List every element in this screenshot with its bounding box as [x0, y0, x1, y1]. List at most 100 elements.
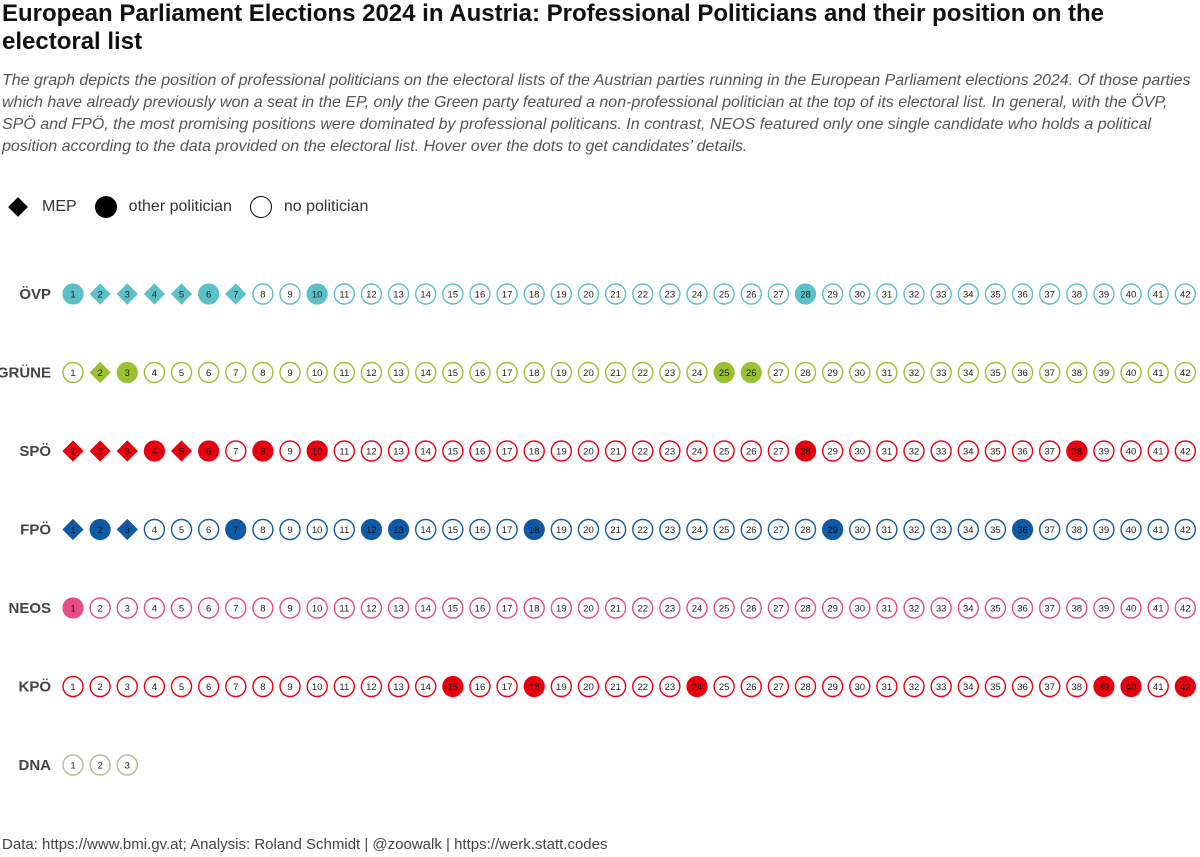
candidate-mark-spoe-4[interactable]: 4 — [143, 440, 165, 462]
candidate-mark-neos-39[interactable]: 39 — [1093, 597, 1115, 619]
non-politician-dot[interactable] — [686, 440, 708, 462]
non-politician-dot[interactable] — [496, 518, 518, 541]
candidate-mark-kpoe-20[interactable]: 20 — [577, 675, 600, 698]
candidate-mark-spoe-15[interactable]: 15 — [442, 440, 464, 462]
candidate-mark-spoe-28[interactable]: 28 — [794, 440, 817, 462]
non-politician-dot[interactable] — [1011, 283, 1034, 305]
non-politician-dot[interactable] — [225, 440, 247, 462]
non-politician-dot[interactable] — [659, 283, 681, 305]
candidate-mark-kpoe-37[interactable]: 37 — [1038, 675, 1061, 698]
politician-dot[interactable] — [62, 597, 84, 619]
mep-diamond[interactable] — [143, 283, 165, 305]
non-politician-dot[interactable] — [659, 361, 681, 384]
non-politician-dot[interactable] — [849, 675, 871, 698]
politician-dot[interactable] — [794, 283, 817, 305]
candidate-mark-dna-1[interactable]: 1 — [62, 754, 84, 776]
candidate-mark-neos-12[interactable]: 12 — [360, 597, 383, 619]
non-politician-dot[interactable] — [957, 361, 979, 384]
non-politician-dot[interactable] — [496, 675, 518, 698]
non-politician-dot[interactable] — [496, 597, 518, 619]
non-politician-dot[interactable] — [794, 518, 817, 541]
politician-dot[interactable] — [116, 361, 138, 384]
candidate-mark-fpoe-26[interactable]: 26 — [740, 518, 762, 541]
candidate-mark-neos-33[interactable]: 33 — [930, 597, 952, 619]
politician-dot[interactable] — [523, 518, 545, 541]
non-politician-dot[interactable] — [659, 440, 681, 462]
candidate-mark-fpoe-35[interactable]: 35 — [984, 518, 1007, 541]
non-politician-dot[interactable] — [62, 754, 84, 776]
candidate-mark-fpoe-14[interactable]: 14 — [414, 518, 437, 541]
candidate-mark-neos-41[interactable]: 41 — [1147, 597, 1169, 619]
candidate-mark-neos-36[interactable]: 36 — [1011, 597, 1034, 619]
candidate-mark-spoe-40[interactable]: 40 — [1120, 440, 1142, 462]
candidate-mark-spoe-22[interactable]: 22 — [632, 440, 654, 462]
non-politician-dot[interactable] — [903, 361, 925, 384]
politician-dot[interactable] — [143, 440, 165, 462]
non-politician-dot[interactable] — [523, 597, 545, 619]
candidate-mark-spoe-14[interactable]: 14 — [414, 440, 437, 462]
politician-dot[interactable] — [252, 440, 274, 462]
non-politician-dot[interactable] — [1174, 597, 1197, 619]
candidate-mark-fpoe-29[interactable]: 29 — [822, 518, 844, 541]
non-politician-dot[interactable] — [740, 518, 762, 541]
candidate-mark-kpoe-3[interactable]: 3 — [116, 675, 138, 698]
candidate-mark-spoe-42[interactable]: 42 — [1174, 440, 1197, 462]
politician-dot[interactable] — [198, 283, 220, 305]
candidate-mark-fpoe-1[interactable]: 1 — [62, 518, 84, 541]
politician-dot[interactable] — [225, 518, 247, 541]
non-politician-dot[interactable] — [767, 440, 790, 462]
candidate-mark-kpoe-16[interactable]: 16 — [469, 675, 491, 698]
politician-dot[interactable] — [822, 518, 844, 541]
candidate-mark-kpoe-4[interactable]: 4 — [143, 675, 166, 698]
non-politician-dot[interactable] — [713, 597, 735, 619]
non-politician-dot[interactable] — [686, 283, 708, 305]
candidate-mark-fpoe-21[interactable]: 21 — [604, 518, 627, 541]
non-politician-dot[interactable] — [577, 440, 600, 462]
non-politician-dot[interactable] — [469, 440, 491, 462]
non-politician-dot[interactable] — [1120, 597, 1142, 619]
non-politician-dot[interactable] — [577, 283, 600, 305]
candidate-mark-fpoe-30[interactable]: 30 — [849, 518, 871, 541]
candidate-mark-spoe-5[interactable]: 5 — [170, 440, 193, 462]
non-politician-dot[interactable] — [252, 361, 274, 384]
candidate-mark-oevp-37[interactable]: 37 — [1038, 283, 1061, 305]
non-politician-dot[interactable] — [957, 518, 979, 541]
non-politician-dot[interactable] — [442, 440, 464, 462]
non-politician-dot[interactable] — [632, 361, 654, 384]
mep-diamond[interactable] — [116, 440, 138, 462]
non-politician-dot[interactable] — [930, 518, 952, 541]
mep-diamond[interactable] — [89, 283, 111, 305]
non-politician-dot[interactable] — [632, 597, 654, 619]
candidate-mark-fpoe-31[interactable]: 31 — [876, 518, 898, 541]
candidate-mark-spoe-13[interactable]: 13 — [387, 440, 410, 462]
candidate-mark-neos-14[interactable]: 14 — [414, 597, 437, 619]
candidate-mark-oevp-13[interactable]: 13 — [387, 283, 410, 305]
non-politician-dot[interactable] — [713, 440, 735, 462]
non-politician-dot[interactable] — [1066, 283, 1088, 305]
non-politician-dot[interactable] — [252, 518, 274, 541]
candidate-mark-gruene-3[interactable]: 3 — [116, 361, 138, 384]
candidate-mark-gruene-6[interactable]: 6 — [197, 361, 220, 384]
candidate-mark-kpoe-41[interactable]: 41 — [1147, 675, 1169, 698]
non-politician-dot[interactable] — [89, 675, 111, 698]
candidate-mark-kpoe-1[interactable]: 1 — [62, 675, 84, 698]
non-politician-dot[interactable] — [604, 518, 627, 541]
non-politician-dot[interactable] — [360, 440, 383, 462]
non-politician-dot[interactable] — [1093, 361, 1115, 384]
candidate-mark-neos-3[interactable]: 3 — [116, 597, 138, 619]
candidate-mark-spoe-10[interactable]: 10 — [306, 440, 328, 462]
candidate-mark-gruene-24[interactable]: 24 — [686, 361, 708, 384]
candidate-mark-neos-34[interactable]: 34 — [957, 597, 979, 619]
politician-dot[interactable] — [360, 518, 383, 541]
non-politician-dot[interactable] — [496, 440, 518, 462]
candidate-mark-gruene-13[interactable]: 13 — [387, 361, 410, 384]
candidate-mark-oevp-4[interactable]: 4 — [143, 283, 165, 305]
candidate-mark-fpoe-39[interactable]: 39 — [1093, 518, 1115, 541]
non-politician-dot[interactable] — [225, 361, 247, 384]
non-politician-dot[interactable] — [1011, 361, 1034, 384]
candidate-mark-oevp-39[interactable]: 39 — [1093, 283, 1115, 305]
non-politician-dot[interactable] — [1093, 518, 1115, 541]
non-politician-dot[interactable] — [1093, 440, 1115, 462]
non-politician-dot[interactable] — [170, 361, 193, 384]
candidate-mark-neos-5[interactable]: 5 — [170, 597, 193, 619]
